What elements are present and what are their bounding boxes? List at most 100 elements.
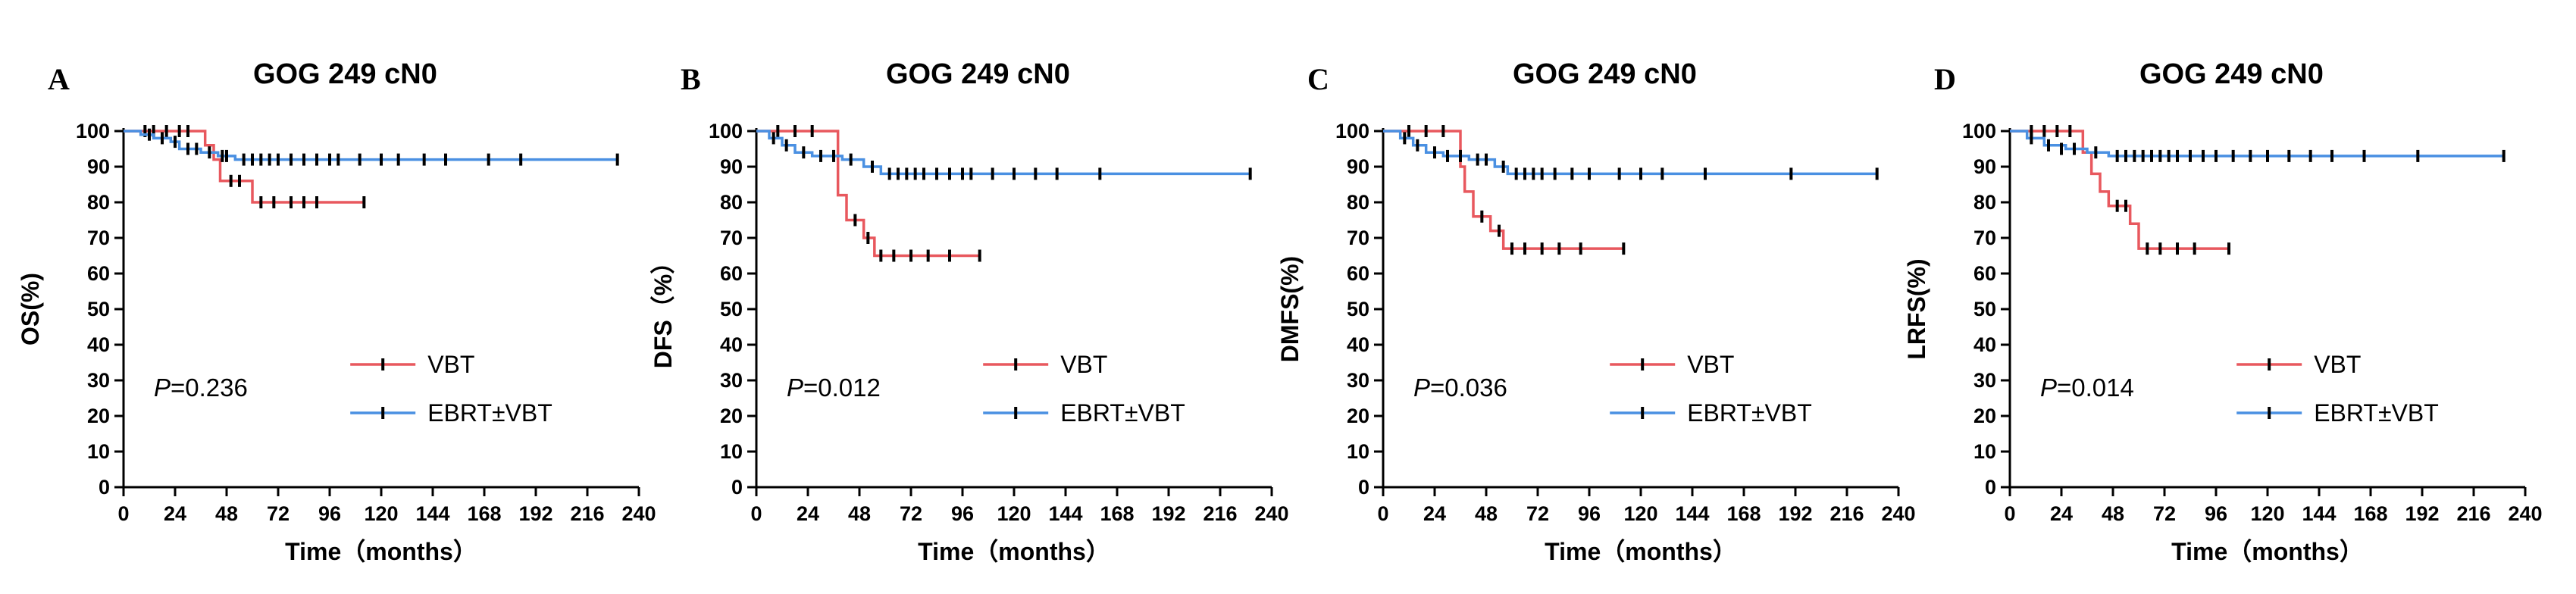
x-tick-label: 72 bbox=[267, 502, 290, 525]
y-axis-label: OS(%) bbox=[17, 273, 44, 345]
y-tick-label: 20 bbox=[720, 405, 743, 427]
x-tick-label: 192 bbox=[2405, 502, 2439, 525]
y-tick-label: 40 bbox=[1347, 333, 1369, 356]
x-tick-label: 48 bbox=[848, 502, 871, 525]
chart-title: GOG 249 cN0 bbox=[1513, 58, 1697, 90]
x-axis-label: Time（months） bbox=[285, 538, 477, 565]
legend-label: EBRT±VBT bbox=[1687, 399, 1812, 427]
y-tick-label: 20 bbox=[1347, 405, 1369, 427]
y-tick-label: 50 bbox=[1973, 298, 1996, 320]
y-tick-label: 60 bbox=[87, 262, 110, 285]
y-tick-label: 100 bbox=[709, 120, 743, 142]
x-tick-label: 96 bbox=[951, 502, 974, 525]
y-tick-label: 90 bbox=[87, 155, 110, 178]
y-tick-label: 20 bbox=[87, 405, 110, 427]
y-tick-label: 0 bbox=[731, 476, 743, 499]
chart-title: GOG 249 cN0 bbox=[253, 58, 437, 90]
y-tick-label: 70 bbox=[87, 227, 110, 249]
legend-label: EBRT±VBT bbox=[1060, 399, 1185, 427]
y-tick-label: 80 bbox=[87, 191, 110, 214]
y-tick-label: 80 bbox=[1347, 191, 1369, 214]
y-tick-label: 40 bbox=[720, 333, 743, 356]
panel-c: C GOG 249 cN0 0 10 20 30 40 50 60 70 80 90 100 0 24 48 7… bbox=[1276, 58, 1916, 565]
x-tick-label: 192 bbox=[518, 502, 552, 525]
y-tick-label: 0 bbox=[99, 476, 110, 499]
y-tick-label: 60 bbox=[1973, 262, 1996, 285]
x-tick-label: 24 bbox=[797, 502, 819, 525]
p-value: P=0.236 bbox=[154, 374, 248, 402]
x-tick-label: 24 bbox=[1423, 502, 1446, 525]
x-tick-label: 144 bbox=[415, 502, 449, 525]
x-tick-label: 168 bbox=[2353, 502, 2387, 525]
y-axis-label: DFS（%） bbox=[649, 250, 677, 368]
y-tick-label: 60 bbox=[1347, 262, 1369, 285]
x-tick-label: 48 bbox=[1475, 502, 1498, 525]
panel-letter: D bbox=[1934, 62, 1956, 96]
x-tick-label: 216 bbox=[1203, 502, 1237, 525]
x-tick-label: 0 bbox=[2004, 502, 2015, 525]
legend-label: EBRT±VBT bbox=[2314, 399, 2439, 427]
x-tick-label: 96 bbox=[1578, 502, 1601, 525]
x-tick-label: 216 bbox=[1829, 502, 1864, 525]
km-curve-vbt bbox=[124, 130, 365, 204]
x-tick-label: 96 bbox=[318, 502, 341, 525]
x-axis-label: Time（months） bbox=[918, 538, 1110, 565]
x-axis-label: Time（months） bbox=[1545, 538, 1737, 565]
x-tick-label: 96 bbox=[2205, 502, 2227, 525]
p-number: =0.012 bbox=[803, 374, 881, 402]
x-tick-label: 48 bbox=[215, 502, 238, 525]
y-tick-label: 30 bbox=[1973, 369, 1996, 392]
x-tick-label: 240 bbox=[1254, 502, 1288, 525]
y-tick-label: 30 bbox=[1347, 369, 1369, 392]
x-tick-label: 120 bbox=[364, 502, 398, 525]
y-tick-label: 10 bbox=[720, 440, 743, 463]
y-tick-label: 100 bbox=[76, 120, 110, 142]
y-tick-label: 100 bbox=[1962, 120, 1996, 142]
panel-letter: A bbox=[48, 62, 70, 96]
x-axis-label: Time（months） bbox=[2171, 538, 2364, 565]
x-tick-label: 0 bbox=[1377, 502, 1388, 525]
x-tick-label: 120 bbox=[1623, 502, 1657, 525]
y-tick-label: 50 bbox=[720, 298, 743, 320]
km-curve-vbt bbox=[756, 130, 980, 258]
x-tick-label: 216 bbox=[570, 502, 604, 525]
x-tick-label: 240 bbox=[621, 502, 656, 525]
legend-label: EBRT±VBT bbox=[427, 399, 552, 427]
panel-b: B GOG 249 cN0 0 10 20 30 40 50 60 70 80 90 100 0 24 48 7… bbox=[649, 58, 1289, 565]
x-tick-label: 120 bbox=[2250, 502, 2284, 525]
p-number: =0.236 bbox=[171, 374, 248, 402]
y-tick-label: 80 bbox=[1973, 191, 1996, 214]
p-number: =0.014 bbox=[2057, 374, 2134, 402]
chart-title: GOG 249 cN0 bbox=[886, 58, 1070, 90]
x-tick-label: 144 bbox=[1048, 502, 1082, 525]
x-tick-label: 216 bbox=[2456, 502, 2490, 525]
x-tick-label: 48 bbox=[2102, 502, 2124, 525]
y-tick-label: 40 bbox=[1973, 333, 1996, 356]
x-tick-label: 72 bbox=[2153, 502, 2176, 525]
legend-label: VBT bbox=[2314, 351, 2361, 378]
p-number: =0.036 bbox=[1430, 374, 1507, 402]
legend-label: VBT bbox=[1060, 351, 1107, 378]
x-tick-label: 240 bbox=[2508, 502, 2542, 525]
p-label: P bbox=[1413, 374, 1430, 402]
p-label: P bbox=[2040, 374, 2057, 402]
y-tick-label: 30 bbox=[87, 369, 110, 392]
km-curve-vbt bbox=[1383, 130, 1624, 250]
y-tick-label: 30 bbox=[720, 369, 743, 392]
x-tick-label: 72 bbox=[900, 502, 922, 525]
panel-d: D GOG 249 cN0 0 10 20 30 40 50 60 70 80 90 100 0 24 48 7… bbox=[1903, 58, 2543, 565]
legend-label: VBT bbox=[427, 351, 474, 378]
y-tick-label: 0 bbox=[1985, 476, 1996, 499]
p-value: P=0.036 bbox=[1413, 374, 1507, 402]
x-tick-label: 120 bbox=[997, 502, 1031, 525]
y-tick-label: 90 bbox=[1347, 155, 1369, 178]
y-tick-label: 10 bbox=[87, 440, 110, 463]
y-tick-label: 90 bbox=[1973, 155, 1996, 178]
km-curve-ebrt-vbt bbox=[756, 130, 1250, 176]
km-curve-ebrt-vbt bbox=[2010, 130, 2504, 158]
y-tick-label: 50 bbox=[87, 298, 110, 320]
chart-title: GOG 249 cN0 bbox=[2139, 58, 2324, 90]
y-tick-label: 60 bbox=[720, 262, 743, 285]
x-tick-label: 24 bbox=[2050, 502, 2073, 525]
